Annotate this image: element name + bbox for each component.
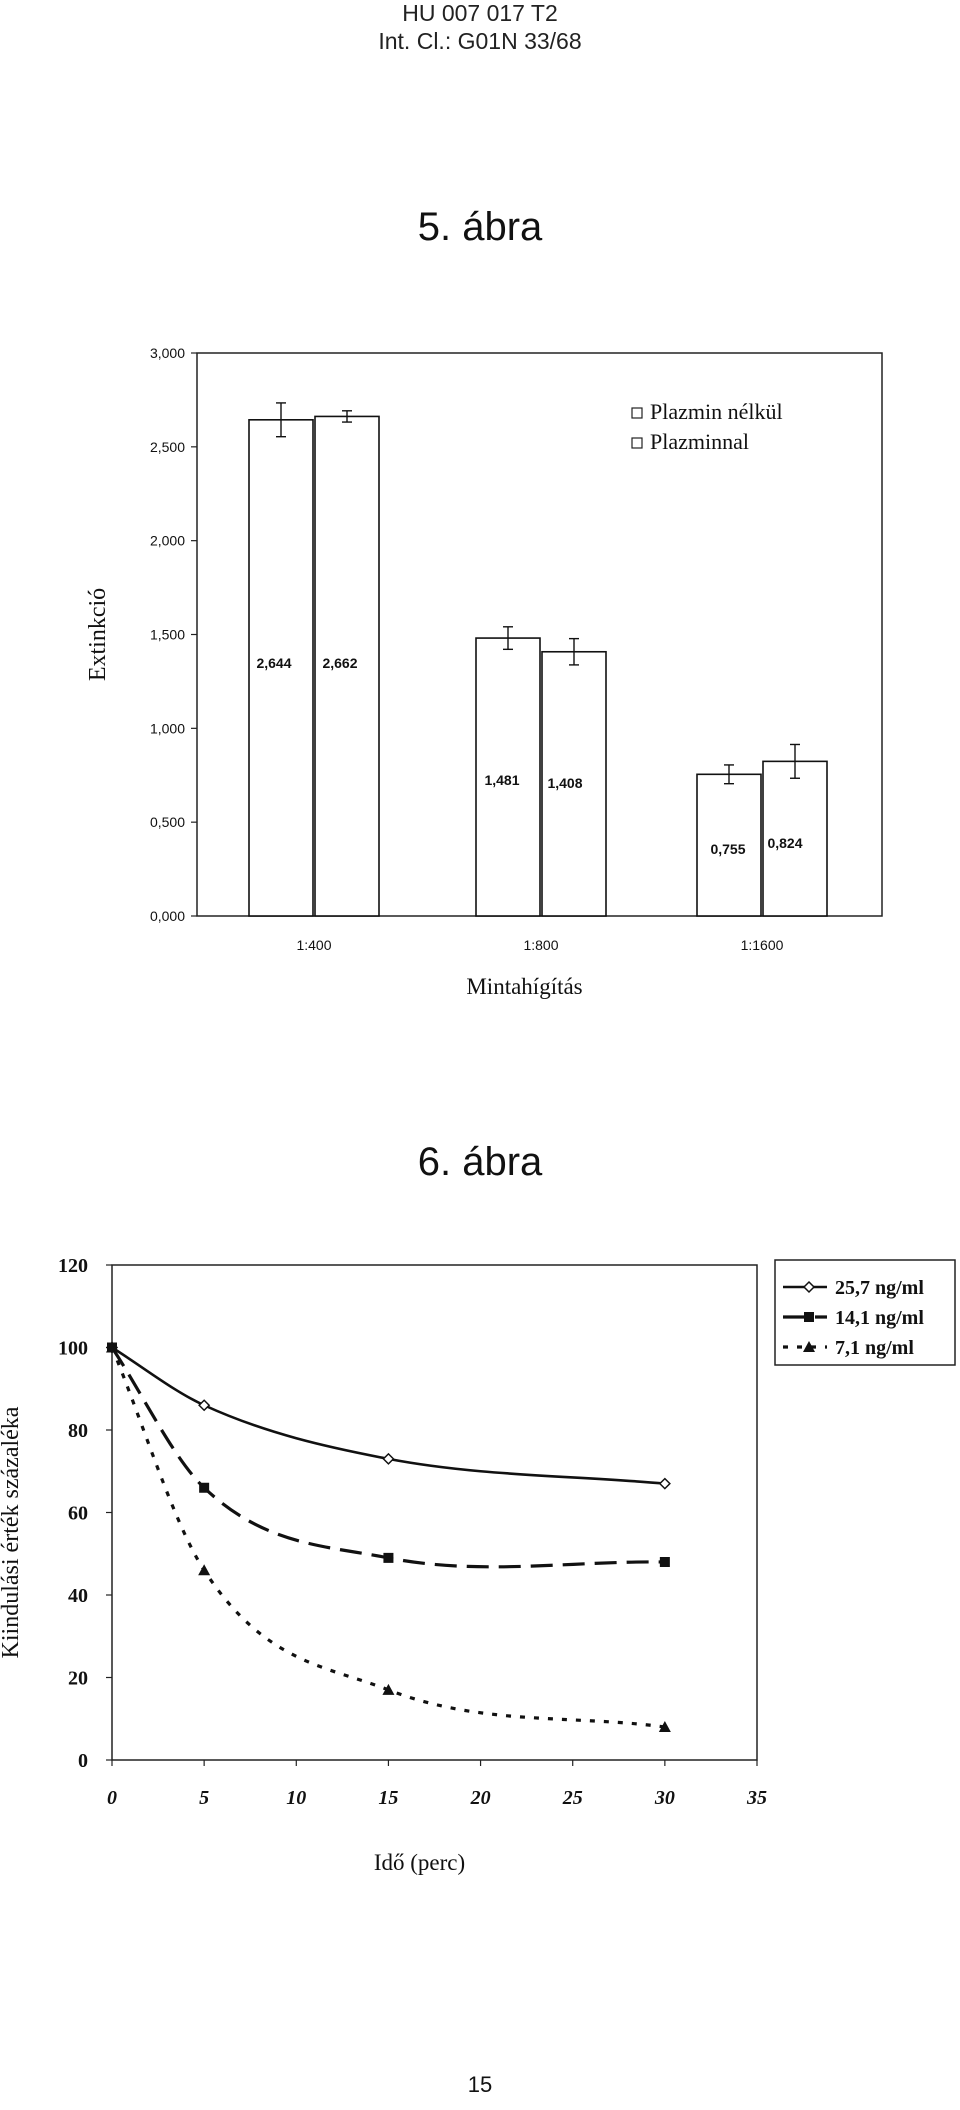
data-point-marker bbox=[803, 1341, 815, 1352]
legend-label: Plazmin nélkül bbox=[650, 399, 783, 424]
page-number: 15 bbox=[467, 2072, 493, 2097]
data-point-marker bbox=[383, 1552, 394, 1563]
y-tick-label: 20 bbox=[68, 1668, 88, 1690]
patent-number: HU 007 017 T2 bbox=[402, 0, 558, 26]
y-tick-label: 1,000 bbox=[150, 720, 185, 736]
legend-swatch bbox=[631, 407, 643, 419]
y-tick-label: 80 bbox=[68, 1420, 88, 1442]
y-tick-label: 100 bbox=[58, 1338, 88, 1360]
y-tick-label: 40 bbox=[68, 1585, 88, 1607]
legend-label: 25,7 ng/ml bbox=[835, 1277, 924, 1299]
x-tick-label: 25 bbox=[562, 1787, 583, 1809]
data-label: 2,644 bbox=[256, 655, 291, 671]
line-chart: 0 20 40 60 80 100 120 0 5 10 15 20 25 30 35 Kiindulási … bbox=[0, 1255, 956, 1875]
bar bbox=[541, 650, 607, 917]
data-point-marker bbox=[382, 1452, 395, 1465]
x-tick-label: 20 bbox=[470, 1787, 491, 1809]
y-tick-label: 1,500 bbox=[150, 627, 185, 643]
classification: Int. Cl.: G01N 33/68 bbox=[378, 28, 582, 54]
x-tick-label: 1:400 bbox=[296, 937, 331, 953]
y-tick-label: 0 bbox=[78, 1750, 88, 1772]
y-tick-label: 0,500 bbox=[150, 814, 185, 830]
data-label: 2,662 bbox=[322, 655, 357, 671]
x-tick-label: 15 bbox=[378, 1787, 398, 1809]
x-tick-label: 10 bbox=[286, 1787, 306, 1809]
legend-label: 14,1 ng/ml bbox=[835, 1307, 924, 1329]
data-point-marker bbox=[658, 1721, 671, 1732]
x-tick-label: 30 bbox=[654, 1787, 675, 1809]
x-tick-label: 1:800 bbox=[523, 937, 558, 953]
legend-label: Plazminnal bbox=[650, 429, 749, 454]
plot-frame bbox=[111, 1264, 758, 1761]
legend-swatch bbox=[631, 437, 643, 449]
x-tick-label: 35 bbox=[746, 1787, 767, 1809]
data-label: 1,408 bbox=[547, 775, 582, 791]
data-point-marker bbox=[804, 1312, 814, 1322]
bar bbox=[314, 415, 380, 917]
data-point-marker bbox=[198, 1399, 211, 1412]
bar bbox=[762, 760, 828, 917]
bar bbox=[248, 419, 314, 917]
series-line-2 bbox=[110, 1346, 665, 1569]
y-tick-label: 2,000 bbox=[150, 533, 185, 549]
data-point-marker bbox=[658, 1477, 671, 1490]
y-axis-label: Extinkció bbox=[85, 588, 111, 681]
legend-label: 7,1 ng/ml bbox=[835, 1337, 914, 1359]
x-axis-label: Idő (perc) bbox=[374, 1850, 465, 1875]
bar bbox=[475, 637, 541, 917]
bar bbox=[696, 773, 762, 917]
y-tick-label: 2,500 bbox=[150, 439, 185, 455]
data-label: 1,481 bbox=[484, 772, 519, 788]
y-axis-label: Kiindulási érték százaléka bbox=[0, 1406, 24, 1658]
figure6-title: 6. ábra bbox=[417, 1140, 543, 1184]
data-point-marker bbox=[199, 1482, 210, 1493]
data-point-marker bbox=[382, 1683, 395, 1695]
data-point-marker bbox=[659, 1557, 670, 1567]
y-tick-label: 60 bbox=[68, 1503, 88, 1525]
data-label: 0,824 bbox=[767, 835, 802, 851]
figure5-title: 5. ábra bbox=[417, 205, 543, 249]
y-tick-label: 120 bbox=[58, 1255, 88, 1277]
bar-chart: 0,000 0,500 1,000 1,500 2,000 2,500 3,000 Extin… bbox=[85, 345, 883, 999]
x-axis-label: Mintahígítás bbox=[466, 974, 582, 999]
data-label: 0,755 bbox=[710, 841, 745, 857]
series-line-3 bbox=[110, 1346, 666, 1729]
data-point-marker bbox=[802, 1280, 816, 1294]
x-tick-label: 5 bbox=[199, 1787, 209, 1809]
x-tick-label: 0 bbox=[107, 1787, 117, 1809]
y-tick-label: 3,000 bbox=[150, 345, 185, 361]
series-line-1 bbox=[111, 1346, 665, 1485]
y-tick-label: 0,000 bbox=[150, 908, 185, 924]
data-point-marker bbox=[106, 1341, 118, 1353]
x-tick-label: 1:1600 bbox=[741, 937, 784, 953]
data-point-marker bbox=[198, 1564, 211, 1576]
